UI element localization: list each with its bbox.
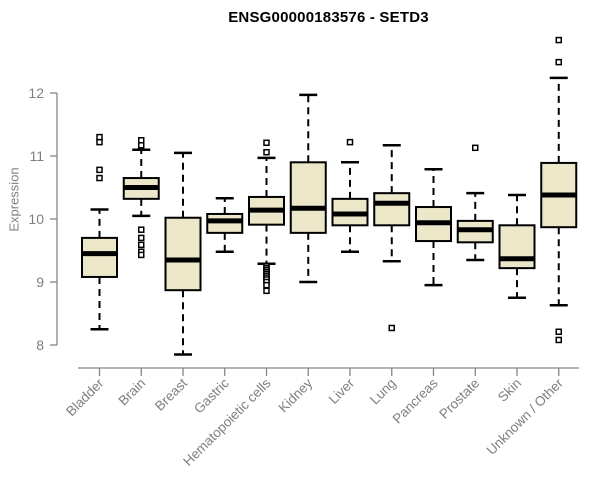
boxplot-kidney xyxy=(289,93,327,284)
outlier-point xyxy=(472,144,479,152)
x-tick-label: Pancreas xyxy=(390,375,441,426)
y-tick-label: 12 xyxy=(28,85,44,101)
boxplot-gastric xyxy=(206,196,244,254)
x-tick-label: Gastric xyxy=(191,375,232,416)
boxplot-bladder xyxy=(81,133,118,331)
boxplot-brain xyxy=(122,137,160,259)
iqr-box xyxy=(81,236,118,278)
boxplot-lung xyxy=(373,144,411,332)
iqr-box xyxy=(373,192,411,227)
outlier-point xyxy=(263,148,270,156)
x-tick-label: Unknown / Other xyxy=(484,375,567,458)
iqr-box xyxy=(164,216,202,292)
outlier-point xyxy=(138,241,145,249)
iqr-box xyxy=(206,212,244,234)
x-tick-label: Skin xyxy=(495,376,524,405)
y-tick-label: 8 xyxy=(36,337,44,353)
outlier-point xyxy=(346,138,354,146)
x-tick-label: Bladder xyxy=(63,375,107,419)
y-tick-label: 11 xyxy=(29,148,44,164)
outlier-point xyxy=(138,251,145,259)
x-tick-label: Kidney xyxy=(276,375,316,415)
outlier-point xyxy=(263,287,270,295)
boxplot-breast xyxy=(164,151,202,356)
outlier-point xyxy=(96,138,103,146)
outlier-point xyxy=(96,133,103,141)
y-tick-label: 10 xyxy=(28,211,44,227)
outlier-point xyxy=(96,166,103,174)
outlier-point xyxy=(555,36,562,44)
outlier-point xyxy=(263,139,270,147)
x-tick-label: Liver xyxy=(326,375,358,407)
chart-title: ENSG00000183576 - SETD3 xyxy=(228,9,429,26)
outlier-point xyxy=(138,234,145,242)
outlier-point xyxy=(138,142,145,149)
iqr-box xyxy=(498,224,536,270)
outlier-point xyxy=(138,137,145,144)
y-tick-label: 9 xyxy=(36,274,44,290)
outlier-point xyxy=(263,281,270,289)
boxplot-skin xyxy=(498,193,536,299)
outlier-point xyxy=(555,336,562,344)
boxplot-liver xyxy=(331,138,369,254)
x-tick-label: Lung xyxy=(367,376,399,408)
boxplot-prostate xyxy=(456,144,494,262)
outlier-point xyxy=(96,174,103,182)
y-axis: 8 9 10 11 12 xyxy=(28,85,58,353)
outlier-point xyxy=(555,58,562,66)
boxplot-hematopoietic-cells xyxy=(248,139,285,295)
x-tick-label: Prostate xyxy=(436,376,482,422)
outlier-point xyxy=(555,328,562,336)
x-tick-label: Brain xyxy=(115,376,148,409)
iqr-box xyxy=(289,161,327,234)
x-tick-label: Breast xyxy=(152,375,190,413)
boxplot-pancreas xyxy=(415,167,452,287)
outlier-point xyxy=(138,226,145,233)
outlier-point xyxy=(388,324,395,332)
boxplot-unknown-other xyxy=(540,36,578,344)
